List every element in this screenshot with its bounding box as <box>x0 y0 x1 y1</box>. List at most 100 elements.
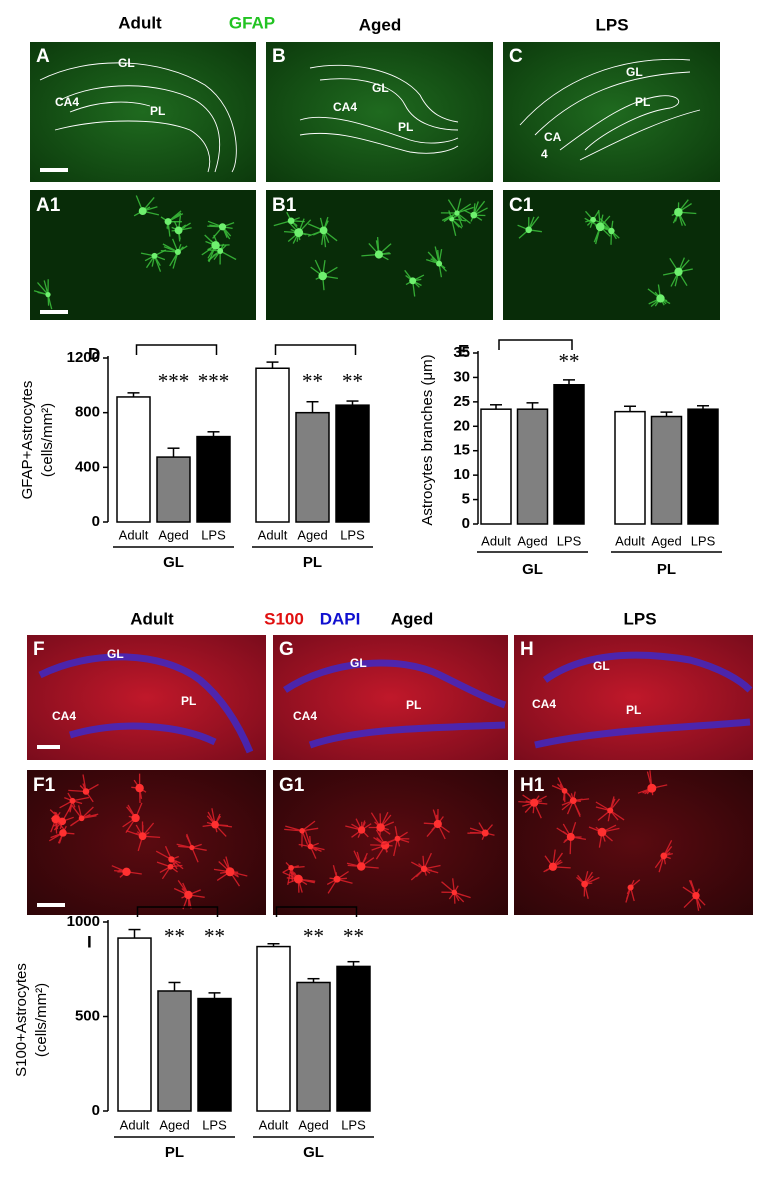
panel-label: C <box>509 46 523 67</box>
cell-body <box>590 216 597 223</box>
cell-body <box>293 874 303 884</box>
cell-process <box>576 871 600 899</box>
cell-process <box>207 220 235 240</box>
cell-body <box>692 892 700 900</box>
region-label: GL <box>107 647 124 661</box>
panel-label: F1 <box>33 775 56 796</box>
cell-body <box>168 856 175 863</box>
y-tick-label: 30 <box>453 368 470 385</box>
cell-process <box>380 826 410 857</box>
cell-body <box>318 271 327 281</box>
column-header: Adult <box>118 13 162 32</box>
chart-label: D <box>88 344 100 363</box>
cell-body <box>82 788 90 795</box>
chart-label: I <box>87 932 92 951</box>
y-tick-label: 5 <box>462 491 470 508</box>
bar <box>117 937 152 1112</box>
cell-body <box>569 797 577 804</box>
bar <box>295 411 330 523</box>
cell-process <box>654 840 673 873</box>
significance: ** <box>559 349 580 373</box>
cell-body <box>561 788 568 794</box>
region-label: GL <box>372 81 389 95</box>
region-label: 4 <box>541 147 548 161</box>
region-outline <box>559 95 680 151</box>
significance: ** <box>302 369 323 393</box>
comparison-bracket <box>275 906 358 917</box>
panel-label: C1 <box>509 195 534 216</box>
x-tick-label: Adult <box>258 527 288 542</box>
micrograph <box>27 770 266 915</box>
bar <box>116 396 151 523</box>
cell-body <box>660 852 668 860</box>
region-label: CA4 <box>52 709 76 723</box>
cell-process <box>595 796 625 822</box>
x-tick-label: LPS <box>340 527 365 542</box>
cell-process <box>160 238 188 269</box>
cell-body <box>287 217 295 225</box>
cell-process <box>273 211 305 229</box>
region-label: CA4 <box>333 100 357 114</box>
group-label: PL <box>165 1144 184 1161</box>
y-tick-label: 500 <box>75 1007 100 1024</box>
cell-process <box>551 777 571 803</box>
y-tick-label: 20 <box>453 417 470 434</box>
micrograph <box>266 42 493 182</box>
cell-process <box>440 198 474 228</box>
group-label: GL <box>303 1144 324 1161</box>
panel-label: A1 <box>36 195 61 216</box>
region-label: CA4 <box>532 697 556 711</box>
x-tick-label: Aged <box>159 1117 189 1132</box>
cell-process <box>662 257 693 287</box>
group-label: PL <box>303 554 322 571</box>
cell-process <box>70 804 99 827</box>
cell-body <box>218 223 227 231</box>
y-tick-label: 800 <box>75 404 100 421</box>
cell-body <box>211 820 219 829</box>
significance: *** <box>198 369 230 393</box>
bar <box>650 415 683 525</box>
cell-body <box>319 226 328 235</box>
bar <box>480 408 512 525</box>
comparison-bracket <box>136 906 219 917</box>
cell-body <box>174 226 183 235</box>
cell-body <box>164 218 172 226</box>
cell-body <box>211 241 220 250</box>
column-header: Aged <box>391 609 434 628</box>
cell-body <box>138 207 147 216</box>
region-outline <box>579 109 701 161</box>
cell-body <box>627 884 634 891</box>
region-outline <box>534 71 691 136</box>
cell-process <box>133 195 160 217</box>
bar <box>157 990 192 1112</box>
region-label: GL <box>118 56 135 70</box>
panel-label: B1 <box>272 195 297 216</box>
cell-process <box>404 269 425 297</box>
cell-process <box>517 216 542 239</box>
region-outline <box>319 78 459 131</box>
cell-body <box>409 277 417 285</box>
cell-body <box>525 226 532 234</box>
y-tick-label: 25 <box>453 393 470 410</box>
region-label: PL <box>181 694 196 708</box>
bar <box>296 981 331 1112</box>
cell-body <box>51 815 60 824</box>
cell-process <box>441 878 471 904</box>
region-outline <box>54 120 211 173</box>
y-axis-label: GFAP+Astrocytes <box>19 381 36 500</box>
cell-body <box>189 845 195 851</box>
dapi-band <box>283 659 507 749</box>
cell-body <box>217 248 224 254</box>
stain-label: DAPI <box>320 609 361 628</box>
panel-label: G <box>279 639 294 660</box>
cell-body <box>333 875 341 883</box>
cell-body <box>138 832 147 841</box>
cell-process <box>298 830 325 859</box>
cell-body <box>436 260 443 267</box>
cell-process <box>463 200 488 222</box>
cell-body <box>595 222 605 232</box>
region-label: PL <box>626 703 641 717</box>
bar <box>256 945 291 1112</box>
significance: ** <box>204 924 225 948</box>
